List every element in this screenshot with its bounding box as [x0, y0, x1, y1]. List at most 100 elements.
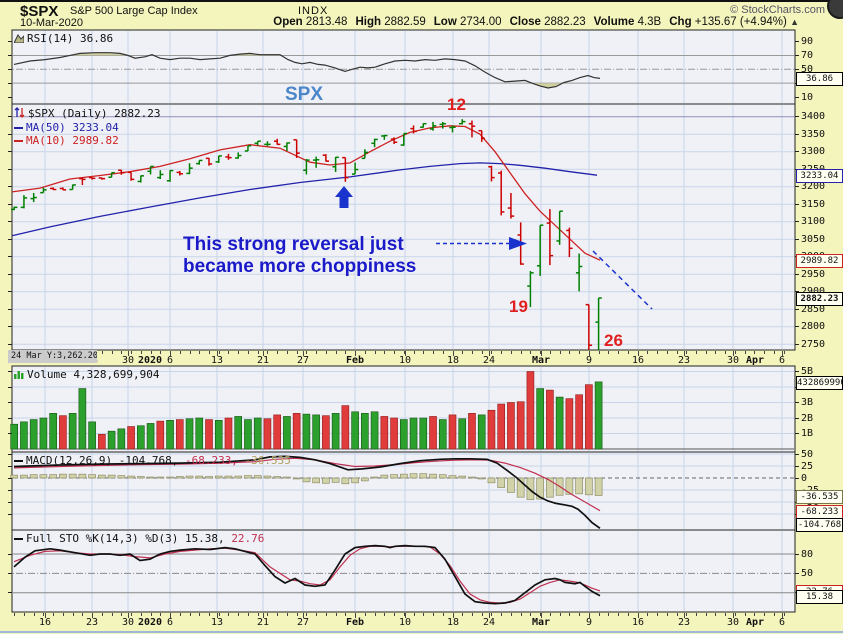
macd-legend-text: MACD(12,26,9) -104.768,	[26, 454, 179, 467]
volume-bar	[312, 414, 320, 450]
x-axis-tick	[296, 351, 298, 354]
y-axis-tick-left	[8, 343, 12, 345]
close-label: Close	[509, 16, 541, 28]
x-axis-tick	[705, 351, 707, 354]
volume-bar	[546, 389, 554, 450]
macd-histogram-bar	[88, 474, 96, 479]
volume-bar	[341, 405, 350, 450]
x-axis-tick	[228, 613, 230, 616]
y-axis-tick	[795, 291, 799, 293]
y-axis-tick	[795, 133, 799, 135]
candle	[400, 132, 407, 146]
macd-histogram-bar	[107, 474, 116, 479]
y-axis-tick	[795, 203, 799, 205]
volume-bar	[78, 388, 87, 450]
x-axis-tick	[764, 613, 766, 616]
candle	[342, 156, 349, 182]
macd-histogram-bar	[205, 476, 213, 479]
high-label: High	[355, 16, 381, 28]
candle	[410, 125, 417, 134]
x-axis-tick	[783, 351, 785, 354]
ma50-line	[11, 162, 598, 237]
y-axis-tick	[795, 96, 799, 98]
x-axis-tick-major	[453, 613, 454, 618]
x-axis-tick	[228, 351, 230, 354]
x-axis-tick	[666, 351, 668, 354]
x-axis-tick	[121, 351, 123, 354]
candle	[127, 171, 135, 181]
x-axis-tick	[540, 613, 542, 616]
note-line1: This strong reversal just	[183, 234, 404, 255]
x-axis-tick-major	[489, 351, 490, 356]
y-axis-label: 80	[801, 548, 814, 560]
x-axis-tick	[442, 613, 444, 616]
macd-callout: -68.233	[796, 504, 843, 519]
macd-histogram-bar	[302, 477, 311, 483]
y-axis-tick-left	[8, 256, 12, 258]
x-axis-tick	[62, 613, 64, 616]
x-axis-tick	[121, 613, 123, 616]
y-axis-tick	[795, 238, 799, 240]
x-axis-tick	[433, 351, 435, 354]
x-axis-label: 13	[210, 617, 224, 628]
x-axis-tick	[111, 351, 113, 354]
x-axis-tick	[277, 613, 279, 616]
x-axis-tick-major	[453, 351, 454, 356]
y-axis-tick-left	[8, 186, 12, 188]
x-axis-tick	[442, 351, 444, 354]
rsi-callout: 36.86	[796, 72, 843, 87]
y-axis-label: 3100	[801, 216, 826, 228]
volume-bar	[107, 430, 116, 450]
macd-histogram-bar	[10, 474, 19, 479]
candle	[186, 163, 193, 175]
volume-bar	[137, 425, 145, 450]
x-axis-tick	[773, 613, 775, 616]
macd-histogram-bar	[585, 477, 593, 496]
candle	[11, 206, 18, 211]
volume-bar	[448, 414, 457, 450]
chg-value: +135.67 (+4.94%)	[694, 16, 787, 28]
x-axis-tick	[277, 351, 279, 354]
volume-bar	[20, 421, 28, 450]
y-axis-label: 3050	[801, 233, 826, 245]
x-axis-tick-major	[128, 613, 129, 618]
macd-line	[13, 455, 601, 529]
x-axis-tick	[627, 613, 629, 616]
volume-bar	[49, 413, 57, 450]
browser-extension-icon[interactable]	[827, 0, 843, 19]
macd-histogram-bar	[136, 476, 145, 479]
x-axis-tick	[218, 351, 220, 354]
macd-histogram-bar	[399, 473, 408, 479]
y-axis-tick-left	[8, 116, 12, 118]
candle	[322, 154, 330, 162]
volume-bar	[146, 423, 155, 450]
sto-line-swatch	[14, 538, 23, 540]
x-axis-tick-major	[489, 613, 490, 618]
macd-histogram-bar	[253, 475, 262, 479]
stockcharts-copyright-link[interactable]: © StockCharts.com	[730, 4, 825, 16]
sto-legend-text: Full STO %K(14,3) %D(3) 15.38,	[26, 532, 225, 545]
x-axis-tick	[209, 613, 210, 616]
x-axis-tick	[481, 613, 483, 616]
x-axis-tick	[101, 613, 103, 616]
dashed-arrow-head	[509, 237, 527, 250]
x-axis-tick	[335, 613, 337, 616]
page-top-border	[0, 0, 843, 2]
volume-bar	[594, 381, 603, 450]
x-axis-tick	[520, 351, 522, 354]
x-axis-tick	[481, 351, 483, 354]
x-axis-tick-major	[355, 613, 356, 618]
quote-summary: Open 2813.48 High 2882.59 Low 2734.00 Close…	[265, 16, 799, 28]
x-axis-label: 24	[482, 355, 496, 366]
candle	[468, 120, 476, 138]
volume-bar	[585, 384, 593, 450]
sto-panel	[11, 529, 796, 613]
x-axis-tick-major	[541, 351, 542, 356]
candle	[273, 138, 281, 146]
macd-callout: -36.535	[796, 489, 843, 504]
volume-bar	[370, 411, 379, 450]
y-axis-tick-left	[8, 41, 12, 43]
macd-histogram-bar	[146, 476, 155, 479]
volume-bar	[29, 419, 38, 450]
